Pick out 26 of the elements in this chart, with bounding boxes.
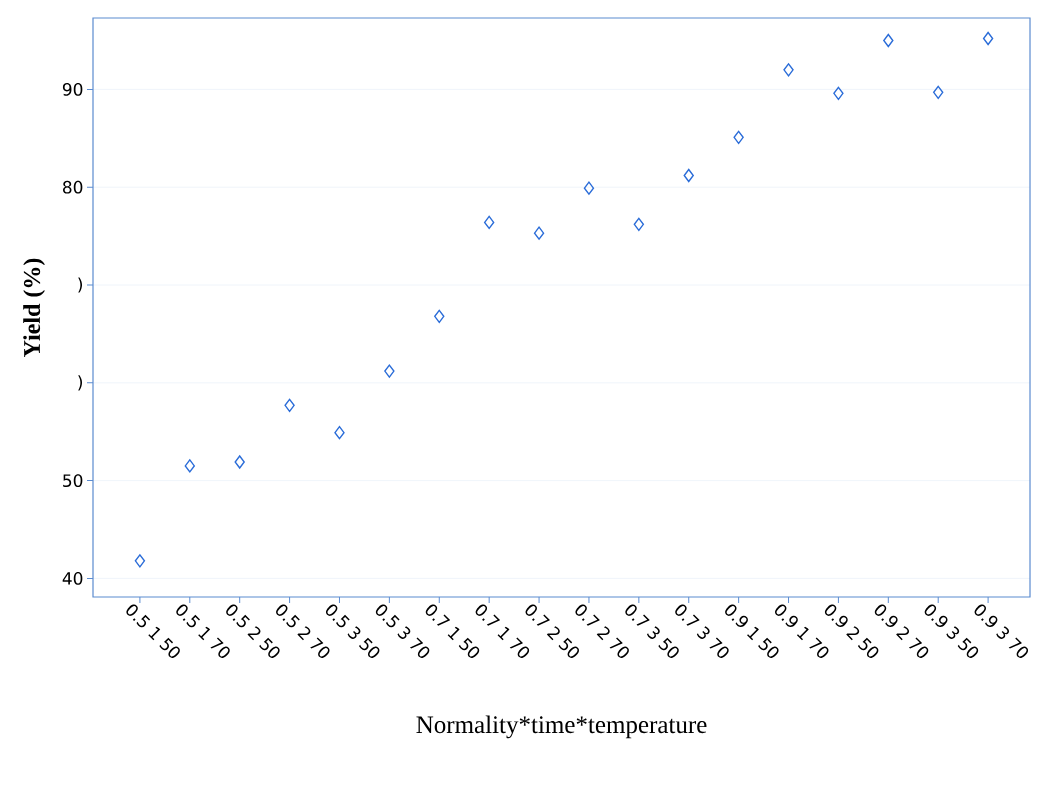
point	[284, 398, 295, 412]
point	[783, 63, 794, 77]
point	[334, 425, 345, 440]
point	[633, 217, 645, 232]
point	[184, 459, 195, 473]
point	[434, 309, 445, 323]
y-tick-label: )	[78, 375, 83, 391]
point	[234, 455, 245, 469]
point	[883, 33, 894, 48]
point	[982, 31, 994, 46]
point	[583, 181, 595, 195]
point	[134, 554, 146, 568]
point	[533, 226, 545, 240]
y-tick-label: 90	[62, 82, 83, 96]
point	[483, 215, 495, 230]
point	[384, 364, 395, 378]
y-tick-label: )	[78, 277, 83, 293]
point	[733, 130, 744, 145]
point	[933, 85, 944, 100]
y-tick-label: 50	[63, 474, 83, 488]
x-axis-title: Normality*time*temperature	[416, 715, 707, 739]
y-tick-label: 40	[62, 571, 83, 585]
y-tick-label: 80	[63, 180, 83, 194]
y-axis-title: Yield (%)	[23, 258, 45, 357]
point	[833, 86, 844, 100]
point	[683, 168, 694, 183]
